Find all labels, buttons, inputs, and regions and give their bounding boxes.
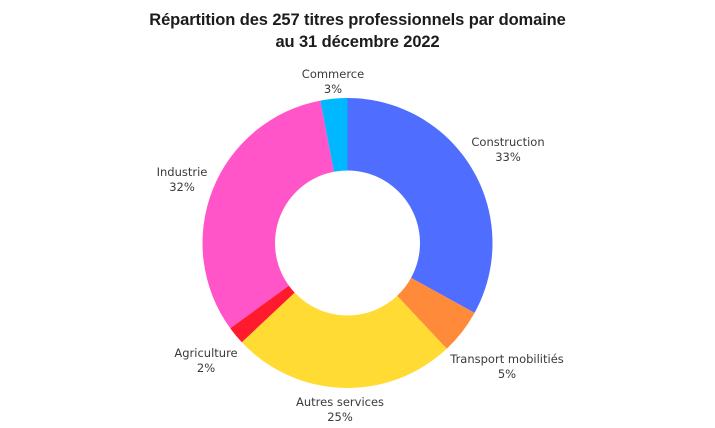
- label-transport-mobilites: Transport mobilitiés 5%: [450, 352, 564, 381]
- label-agriculture: Agriculture 2%: [174, 346, 237, 375]
- label-transport-name: Transport mobilitiés: [450, 352, 564, 366]
- slice-commerce: [320, 98, 348, 172]
- label-construction: Construction 33%: [471, 135, 544, 164]
- label-agriculture-pct: 2%: [196, 360, 216, 375]
- chart-title-line-1: Répartition des 257 titres professionnel…: [149, 11, 566, 29]
- label-industrie-name: Industrie: [156, 165, 208, 179]
- slice-autres-services: [241, 292, 447, 388]
- label-transport-pct: 5%: [497, 366, 517, 381]
- chart-title: Répartition des 257 titres professionnel…: [0, 9, 715, 53]
- label-autres-services-name: Autres services: [295, 395, 385, 409]
- label-construction-pct: 33%: [495, 149, 521, 164]
- slice-construction: [347, 98, 493, 313]
- label-autres-services: Autres services 25%: [296, 395, 384, 424]
- slice-transport-mobiliti-s: [397, 277, 475, 349]
- slice-industrie: [202, 100, 334, 329]
- label-commerce-pct: 3%: [323, 81, 343, 96]
- label-industrie: Industrie 32%: [157, 165, 208, 194]
- label-construction-name: Construction: [471, 135, 545, 149]
- label-agriculture-name: Agriculture: [174, 346, 238, 360]
- label-commerce: Commerce 3%: [302, 67, 364, 96]
- label-commerce-name: Commerce: [301, 67, 365, 81]
- slice-agriculture: [230, 285, 295, 343]
- label-industrie-pct: 32%: [169, 179, 195, 194]
- chart-title-line-2: au 31 décembre 2022: [275, 33, 440, 51]
- donut-slices: [202, 98, 493, 388]
- label-autres-services-pct: 25%: [327, 409, 353, 424]
